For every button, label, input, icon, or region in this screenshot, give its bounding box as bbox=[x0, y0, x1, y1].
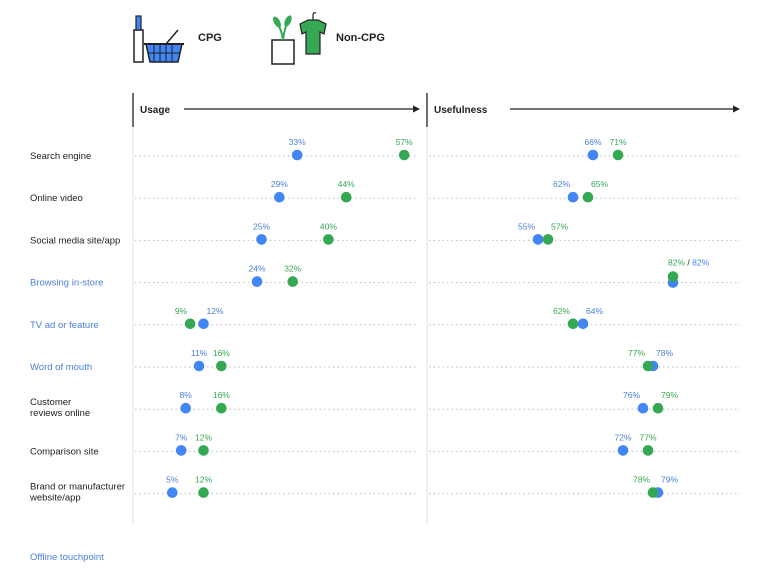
usage-axis-title: Usage bbox=[140, 105, 170, 116]
usefulness-cpg-value-label: 62% bbox=[553, 179, 570, 189]
usefulness-noncpg-point bbox=[652, 402, 664, 414]
row-label: TV ad or feature bbox=[30, 320, 99, 331]
usage-noncpg-point bbox=[198, 487, 209, 498]
usefulness-noncpg-point bbox=[642, 360, 654, 372]
usefulness-noncpg-point bbox=[542, 234, 554, 245]
row-label: Comparison site bbox=[30, 446, 99, 457]
usage-noncpg-point bbox=[340, 191, 352, 203]
usefulness-noncpg-value-label: 77% bbox=[639, 432, 656, 442]
usefulness-cpg-value-label: 79% bbox=[661, 475, 678, 485]
usefulness-cpg-value-label: 72% bbox=[614, 432, 631, 442]
usage-noncpg-point bbox=[398, 149, 410, 161]
usefulness-cpg-value-label: 64% bbox=[586, 306, 603, 316]
row-label: Online video bbox=[30, 193, 83, 204]
usage-axis-arrowhead bbox=[413, 105, 420, 113]
usage-noncpg-value-label: 12% bbox=[195, 475, 212, 485]
usage-cpg-value-label: 11% bbox=[191, 348, 208, 358]
usefulness-noncpg-point bbox=[567, 318, 579, 330]
usage-cpg-value-label: 24% bbox=[249, 264, 266, 274]
usage-cpg-point bbox=[251, 276, 263, 287]
usage-noncpg-point bbox=[323, 234, 334, 245]
usefulness-cpg-point bbox=[587, 149, 599, 161]
usefulness-cpg-point bbox=[577, 318, 589, 330]
legend-noncpg: Non-CPG bbox=[270, 8, 385, 68]
legend-noncpg-label: Non-CPG bbox=[336, 32, 385, 44]
usage-noncpg-value-label: 12% bbox=[195, 432, 212, 442]
legend: CPG Non-CPG bbox=[130, 8, 460, 68]
usage-cpg-value-label: 29% bbox=[271, 179, 288, 189]
row-label: Browsing in-store bbox=[30, 278, 103, 289]
usefulness-noncpg-value-label: 79% bbox=[661, 390, 678, 400]
usage-noncpg-value-label: 44% bbox=[338, 179, 355, 189]
usage-noncpg-point bbox=[216, 402, 227, 414]
usefulness-cpg-point bbox=[567, 191, 579, 203]
usage-cpg-point bbox=[193, 360, 205, 372]
usefulness-noncpg-value-label: 71% bbox=[609, 137, 626, 147]
usefulness-noncpg-value-label: 78% bbox=[633, 475, 650, 485]
legend-cpg-label: CPG bbox=[198, 32, 222, 44]
usefulness-combined-label: 82% / 82% bbox=[668, 258, 710, 268]
usage-cpg-value-label: 12% bbox=[207, 306, 224, 316]
usefulness-noncpg-point bbox=[647, 487, 659, 498]
usage-cpg-point bbox=[198, 318, 209, 330]
usage-noncpg-point bbox=[184, 318, 196, 330]
offline-touchpoint-note: Offline touchpoint bbox=[30, 552, 104, 563]
usefulness-cpg-point bbox=[617, 445, 629, 456]
usefulness-noncpg-value-label: 57% bbox=[551, 221, 568, 231]
lipstick-basket-icon bbox=[133, 15, 184, 63]
usefulness-cpg-value-label: 55% bbox=[518, 221, 535, 231]
usefulness-noncpg-point bbox=[612, 149, 624, 161]
row-label: Brand or manufacturer website/app bbox=[29, 482, 125, 504]
usage-cpg-point bbox=[175, 445, 187, 456]
usefulness-noncpg-point bbox=[582, 191, 594, 203]
usage-noncpg-value-label: 9% bbox=[175, 306, 188, 316]
usage-cpg-point bbox=[291, 149, 303, 161]
usefulness-cpg-value-label: 66% bbox=[584, 137, 601, 147]
plant-shirt-icon bbox=[271, 12, 327, 65]
usefulness-noncpg-value-label: 62% bbox=[553, 306, 570, 316]
usage-noncpg-point bbox=[216, 360, 227, 372]
row-label: Customer reviews online bbox=[30, 397, 90, 419]
row-label: Search engine bbox=[30, 151, 91, 162]
usage-cpg-value-label: 8% bbox=[180, 390, 193, 400]
usage-noncpg-point bbox=[287, 276, 299, 287]
usage-cpg-value-label: 25% bbox=[253, 221, 270, 231]
usefulness-cpg-value-label: 78% bbox=[656, 348, 673, 358]
usage-noncpg-value-label: 16% bbox=[213, 348, 230, 358]
usage-noncpg-value-label: 32% bbox=[284, 264, 301, 274]
usefulness-cpg-point bbox=[637, 402, 649, 414]
usage-cpg-point bbox=[180, 402, 191, 414]
usefulness-cpg-value-label: 76% bbox=[623, 390, 640, 400]
usefulness-noncpg-value-label: 77% bbox=[628, 348, 645, 358]
usefulness-cpg-point bbox=[532, 234, 544, 245]
usefulness-noncpg-point bbox=[667, 271, 679, 282]
legend-cpg: CPG bbox=[130, 8, 222, 68]
usefulness-noncpg-value-label: 65% bbox=[591, 179, 608, 189]
usage-noncpg-value-label: 16% bbox=[213, 390, 230, 400]
usefulness-noncpg-point bbox=[642, 445, 654, 456]
row-label: Social media site/app bbox=[30, 235, 120, 246]
usage-noncpg-point bbox=[198, 445, 209, 456]
usage-cpg-point bbox=[167, 487, 178, 498]
usage-cpg-value-label: 5% bbox=[166, 475, 179, 485]
usefulness-axis-title: Usefulness bbox=[434, 105, 488, 116]
row-label: Word of mouth bbox=[30, 362, 92, 373]
usage-cpg-point bbox=[274, 191, 285, 203]
usefulness-axis-arrowhead bbox=[733, 105, 740, 113]
usage-cpg-value-label: 7% bbox=[175, 432, 188, 442]
usage-cpg-value-label: 33% bbox=[289, 137, 306, 147]
usage-cpg-point bbox=[256, 234, 267, 245]
usage-noncpg-value-label: 40% bbox=[320, 221, 337, 231]
usage-noncpg-value-label: 57% bbox=[396, 137, 413, 147]
